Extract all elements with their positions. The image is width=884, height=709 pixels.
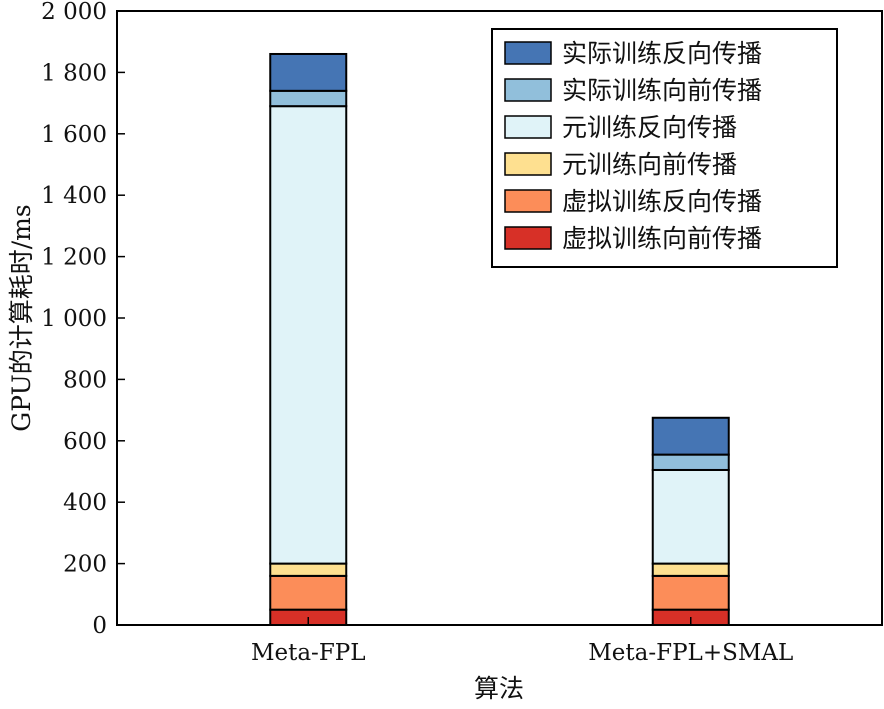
y-tick-label: 600 bbox=[63, 429, 107, 455]
legend-swatch bbox=[504, 41, 552, 65]
y-tick-label: 800 bbox=[63, 367, 107, 393]
axes-group: Meta-FPL Meta-FPL+SMAL 0 200 400 600 800 1 000 1… bbox=[41, 0, 883, 666]
legend-swatch bbox=[504, 189, 552, 213]
bar-meta-fpl-smal-series-3 bbox=[651, 468, 730, 565]
y-tick-label: 1 000 bbox=[41, 306, 107, 332]
bar-meta-fpl-series-1 bbox=[269, 574, 348, 611]
y-tick-label: 1 200 bbox=[41, 245, 107, 271]
bars-group bbox=[269, 52, 730, 627]
legend-label: 实际训练反向传播 bbox=[562, 39, 762, 68]
legend-label: 元训练反向传播 bbox=[562, 113, 737, 142]
bar-meta-fpl-smal-series-4 bbox=[651, 453, 730, 471]
bar-meta-fpl-series-2 bbox=[269, 562, 348, 577]
bar-meta-fpl-series-5 bbox=[269, 52, 348, 92]
legend-label: 元训练向前传播 bbox=[562, 150, 737, 179]
legend-swatch bbox=[504, 226, 552, 250]
bar-meta-fpl-smal-series-1 bbox=[651, 574, 730, 611]
x-axis-title: 算法 bbox=[474, 674, 524, 703]
y-tick-label: 200 bbox=[63, 552, 107, 578]
x-tick-label: Meta-FPL bbox=[251, 640, 366, 666]
bar-meta-fpl-smal-series-5 bbox=[651, 416, 730, 456]
y-tick-label: 400 bbox=[63, 490, 107, 516]
legend-swatch bbox=[504, 78, 552, 102]
legend-label: 虚拟训练向前传播 bbox=[562, 224, 762, 253]
legend-label: 虚拟训练反向传播 bbox=[562, 187, 762, 216]
bar-meta-fpl-smal-series-2 bbox=[651, 562, 730, 577]
bar-meta-fpl-series-3 bbox=[269, 105, 348, 565]
legend-swatch bbox=[504, 152, 552, 176]
legend: 实际训练反向传播实际训练向前传播元训练反向传播元训练向前传播虚拟训练反向传播虚拟… bbox=[491, 28, 838, 268]
y-tick-label: 2 000 bbox=[41, 0, 107, 25]
y-axis-title: GPU的计算耗时/ms bbox=[7, 204, 36, 431]
y-tick-label: 0 bbox=[92, 613, 107, 639]
legend-label: 实际训练向前传播 bbox=[562, 76, 762, 105]
y-tick-label: 1 600 bbox=[41, 122, 107, 148]
y-tick-label: 1 400 bbox=[41, 183, 107, 209]
x-tick-label: Meta-FPL+SMAL bbox=[588, 640, 793, 666]
y-tick-label: 1 800 bbox=[41, 60, 107, 86]
bar-meta-fpl-series-4 bbox=[269, 89, 348, 108]
legend-swatch bbox=[504, 115, 552, 139]
